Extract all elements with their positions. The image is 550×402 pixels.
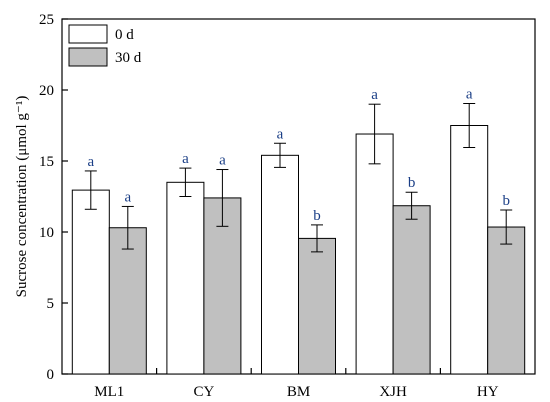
significance-label: a xyxy=(87,154,94,170)
bar-0d xyxy=(450,125,489,375)
legend-swatch xyxy=(68,24,108,44)
legend: 0 d 30 d xyxy=(68,24,142,67)
bar-0d xyxy=(261,154,299,375)
significance-label: a xyxy=(219,153,226,169)
bar-30d xyxy=(108,227,147,375)
significance-label: a xyxy=(124,189,131,205)
significance-label: a xyxy=(277,126,284,142)
bar-0d xyxy=(166,181,205,375)
significance-label: b xyxy=(502,193,510,209)
y-tick-label: 25 xyxy=(39,12,54,28)
y-tick-label: 10 xyxy=(39,225,54,241)
bar-30d xyxy=(203,197,242,375)
legend-label: 0 d xyxy=(115,27,134,43)
y-tick-label: 20 xyxy=(39,83,54,99)
legend-label: 30 d xyxy=(115,50,142,66)
x-category-label: BM xyxy=(287,384,310,400)
legend-swatch xyxy=(68,47,108,67)
y-axis-label: Sucrose concentration (μmol g⁻¹) xyxy=(14,96,30,298)
significance-label: a xyxy=(466,86,473,102)
y-tick-label: 0 xyxy=(47,367,55,383)
y-axis-title: Sucrose concentration (μmol g⁻¹) xyxy=(14,96,30,298)
x-category-label: XJH xyxy=(379,384,407,400)
x-category-label: ML1 xyxy=(94,384,124,400)
y-tick-label: 15 xyxy=(39,154,54,170)
bar-30d xyxy=(487,226,526,375)
significance-label: b xyxy=(313,208,321,224)
bar-30d xyxy=(392,205,431,375)
bar-30d xyxy=(298,237,336,375)
x-category-label: HY xyxy=(477,384,499,400)
y-tick-label: 5 xyxy=(47,296,55,312)
significance-label: b xyxy=(408,175,416,191)
x-category-label: CY xyxy=(193,384,214,400)
plot-area: 0 5 10 15 20 25 a a ML1 a a CY a b BM a b XJH a b HY xyxy=(39,12,536,400)
bar-0d xyxy=(71,189,110,375)
significance-label: a xyxy=(371,87,378,103)
bar-0d xyxy=(355,133,394,375)
significance-label: a xyxy=(182,151,189,167)
